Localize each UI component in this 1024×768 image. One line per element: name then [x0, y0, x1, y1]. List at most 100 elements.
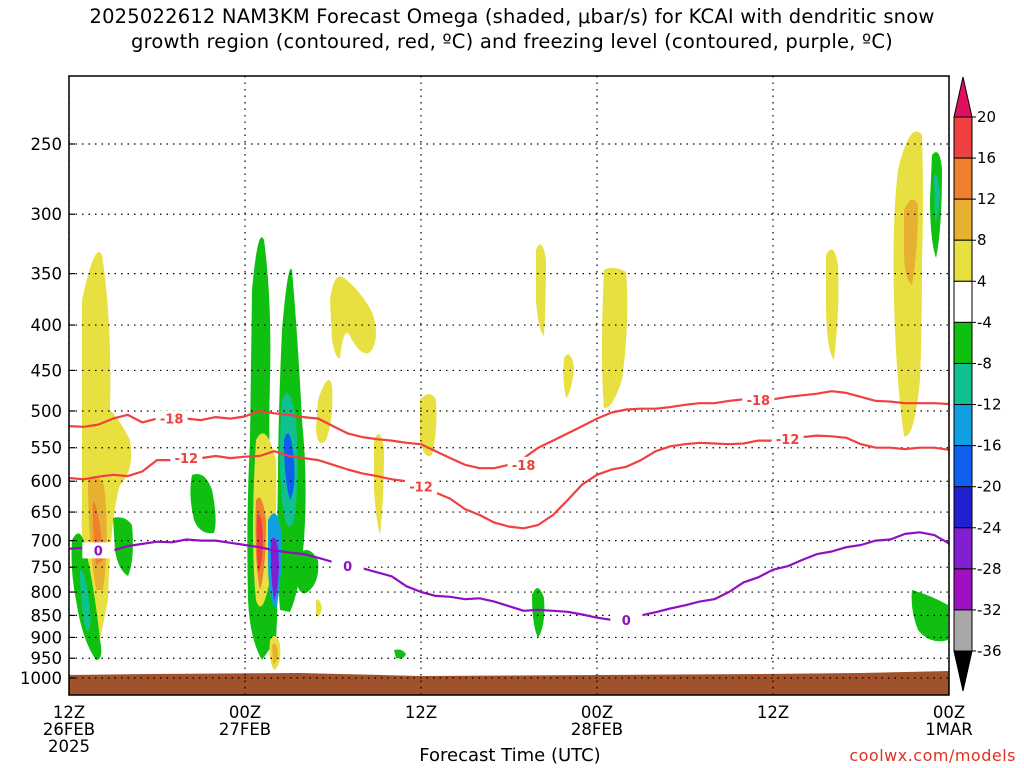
omega-downward-region [394, 649, 406, 659]
y-tick-label: 600 [31, 472, 63, 491]
x-tick-label: 28FEB [571, 720, 623, 739]
colorbar-label: 16 [977, 149, 996, 167]
omega-upward-region [826, 249, 839, 360]
x-tick-label: 26FEB [43, 720, 95, 739]
y-tick-label: 900 [31, 628, 63, 647]
omega-downward-region [284, 433, 295, 500]
contour-label-bg [170, 450, 203, 467]
colorbar-segment [953, 198, 973, 241]
omega-downward-region [270, 537, 279, 600]
omega-upward-region [904, 199, 918, 285]
contour-line-0 [68, 531, 950, 621]
contour-label: -12 [175, 452, 199, 467]
contour-label: 0 [622, 614, 631, 629]
y-tick-label: 1000 [20, 669, 62, 688]
omega-upward-region [563, 354, 574, 398]
colorbar-label: 12 [977, 190, 996, 208]
title-line-1: 2025022612 NAM3KM Forecast Omega (shaded… [89, 5, 935, 28]
omega-upward-region [420, 394, 437, 456]
colorbar-segment [953, 239, 973, 282]
colorbar-segment [953, 609, 973, 652]
omega-upward-region [374, 434, 384, 535]
contour-label-bg [742, 392, 775, 409]
x-tick-label: 12Z [405, 703, 437, 722]
colorbar-segment [953, 445, 973, 488]
pressure-gridlines [69, 143, 949, 679]
omega-upward-region [316, 380, 333, 444]
y-tick-label: 350 [31, 265, 63, 284]
colorbar-label: 20 [977, 108, 996, 126]
omega-upward-region [536, 244, 546, 336]
colorbar-segment [953, 362, 973, 406]
contour-label: 0 [94, 544, 103, 559]
y-tick-label: 500 [31, 402, 63, 421]
plot-frame [68, 75, 950, 696]
colorbar-label: -16 [977, 437, 1002, 455]
omega-upward-region [316, 599, 322, 617]
omega-downward-region [80, 570, 91, 631]
y-tick-label: 800 [31, 583, 63, 602]
y-tick-label: 700 [31, 532, 63, 551]
colorbar-segment [953, 568, 973, 611]
colorbar-label: -24 [977, 519, 1002, 537]
x-tick-label: 2025 [48, 737, 90, 756]
title-line-2: growth region (contoured, red, ºC) and f… [131, 30, 893, 53]
colorbar-segment [953, 486, 973, 529]
colorbar-label: -28 [977, 560, 1002, 578]
contour-label: -18 [512, 459, 536, 474]
x-axis-label: Forecast Time (UTC) [419, 745, 601, 766]
colorbar-segment [953, 321, 973, 364]
omega-downward-region [190, 474, 216, 534]
y-tick-label: 850 [31, 606, 63, 625]
contour-label-bg [507, 456, 540, 473]
x-tick-label: 12Z [53, 703, 85, 722]
colorbar-label: 8 [977, 231, 987, 249]
colorbar-segment [953, 116, 973, 159]
pressure-axis: 250 300 350 400 450 500 550 600 650 700 750 800 850 9… [20, 135, 75, 688]
contour-label: -12 [409, 480, 433, 495]
y-tick-label: 400 [31, 316, 63, 335]
contour-label: -18 [747, 394, 771, 409]
colorbar-label: -4 [977, 313, 992, 331]
omega-downward-region [296, 550, 319, 594]
y-tick-label: 650 [31, 503, 63, 522]
contour-label-bg [610, 611, 643, 628]
contour-label: 0 [343, 560, 352, 575]
omega-downward-region [934, 174, 940, 222]
omega-upward-region [272, 643, 278, 664]
x-tick-label: 00Z [229, 703, 261, 722]
colorbar-label: -32 [977, 601, 1002, 619]
x-tick-label: 27FEB [219, 720, 271, 739]
contour-label-bg [405, 478, 437, 495]
colorbar-label: -20 [977, 478, 1002, 496]
terrain-surface [69, 671, 949, 695]
contour-label: -18 [160, 413, 184, 428]
colorbar-top-triangle [953, 76, 973, 118]
omega-upward-region [602, 267, 628, 409]
time-gridlines [68, 76, 950, 695]
temperature-contours: -18 -18 -18 -12 -12 -12 0 0 0 [68, 390, 950, 629]
contour-label-bg [331, 558, 364, 575]
source-credit: coolwx.com/models [849, 746, 1016, 765]
y-tick-label: 300 [31, 205, 63, 224]
contour-label-bg [82, 542, 115, 559]
x-tick-label: 1MAR [925, 720, 973, 739]
x-tick-label: 00Z [581, 703, 613, 722]
omega-colorbar: 20 16 12 8 4 -4 -8 -12 -16 -20 -24 -28 -32 -36 [953, 76, 1002, 692]
colorbar-bottom-triangle [953, 650, 973, 692]
omega-upward-region [330, 276, 376, 359]
omega-downward-region [911, 590, 948, 642]
y-tick-label: 750 [31, 558, 63, 577]
x-tick-label: 12Z [757, 703, 789, 722]
colorbar-label: 4 [977, 272, 987, 290]
colorbar-label: -36 [977, 642, 1002, 660]
colorbar-segment [953, 404, 973, 447]
contour-label-bg [155, 410, 188, 427]
colorbar-segment [953, 527, 973, 570]
omega-upward-region [893, 131, 923, 437]
colorbar-segment [953, 280, 973, 323]
x-tick-label: 00Z [933, 703, 965, 722]
omega-shading [71, 131, 948, 670]
